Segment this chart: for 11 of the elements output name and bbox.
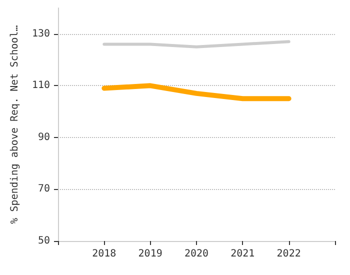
y-tick-label: 50 — [38, 236, 50, 246]
y-tick-label: 130 — [32, 28, 50, 40]
y-tick-label: 90 — [38, 132, 50, 143]
y-axis-title: % Spending above Req. Net School… — [10, 25, 20, 224]
y-tick-label: 110 — [32, 80, 50, 92]
y-tick-label: 70 — [38, 184, 50, 195]
x-tick-label: 2022 — [276, 248, 301, 260]
x-tick-label: 2021 — [230, 248, 255, 260]
x-tick-label: 2018 — [92, 248, 116, 260]
x-tick-label: 2019 — [138, 248, 162, 260]
x-tick-label: 2020 — [184, 248, 209, 260]
